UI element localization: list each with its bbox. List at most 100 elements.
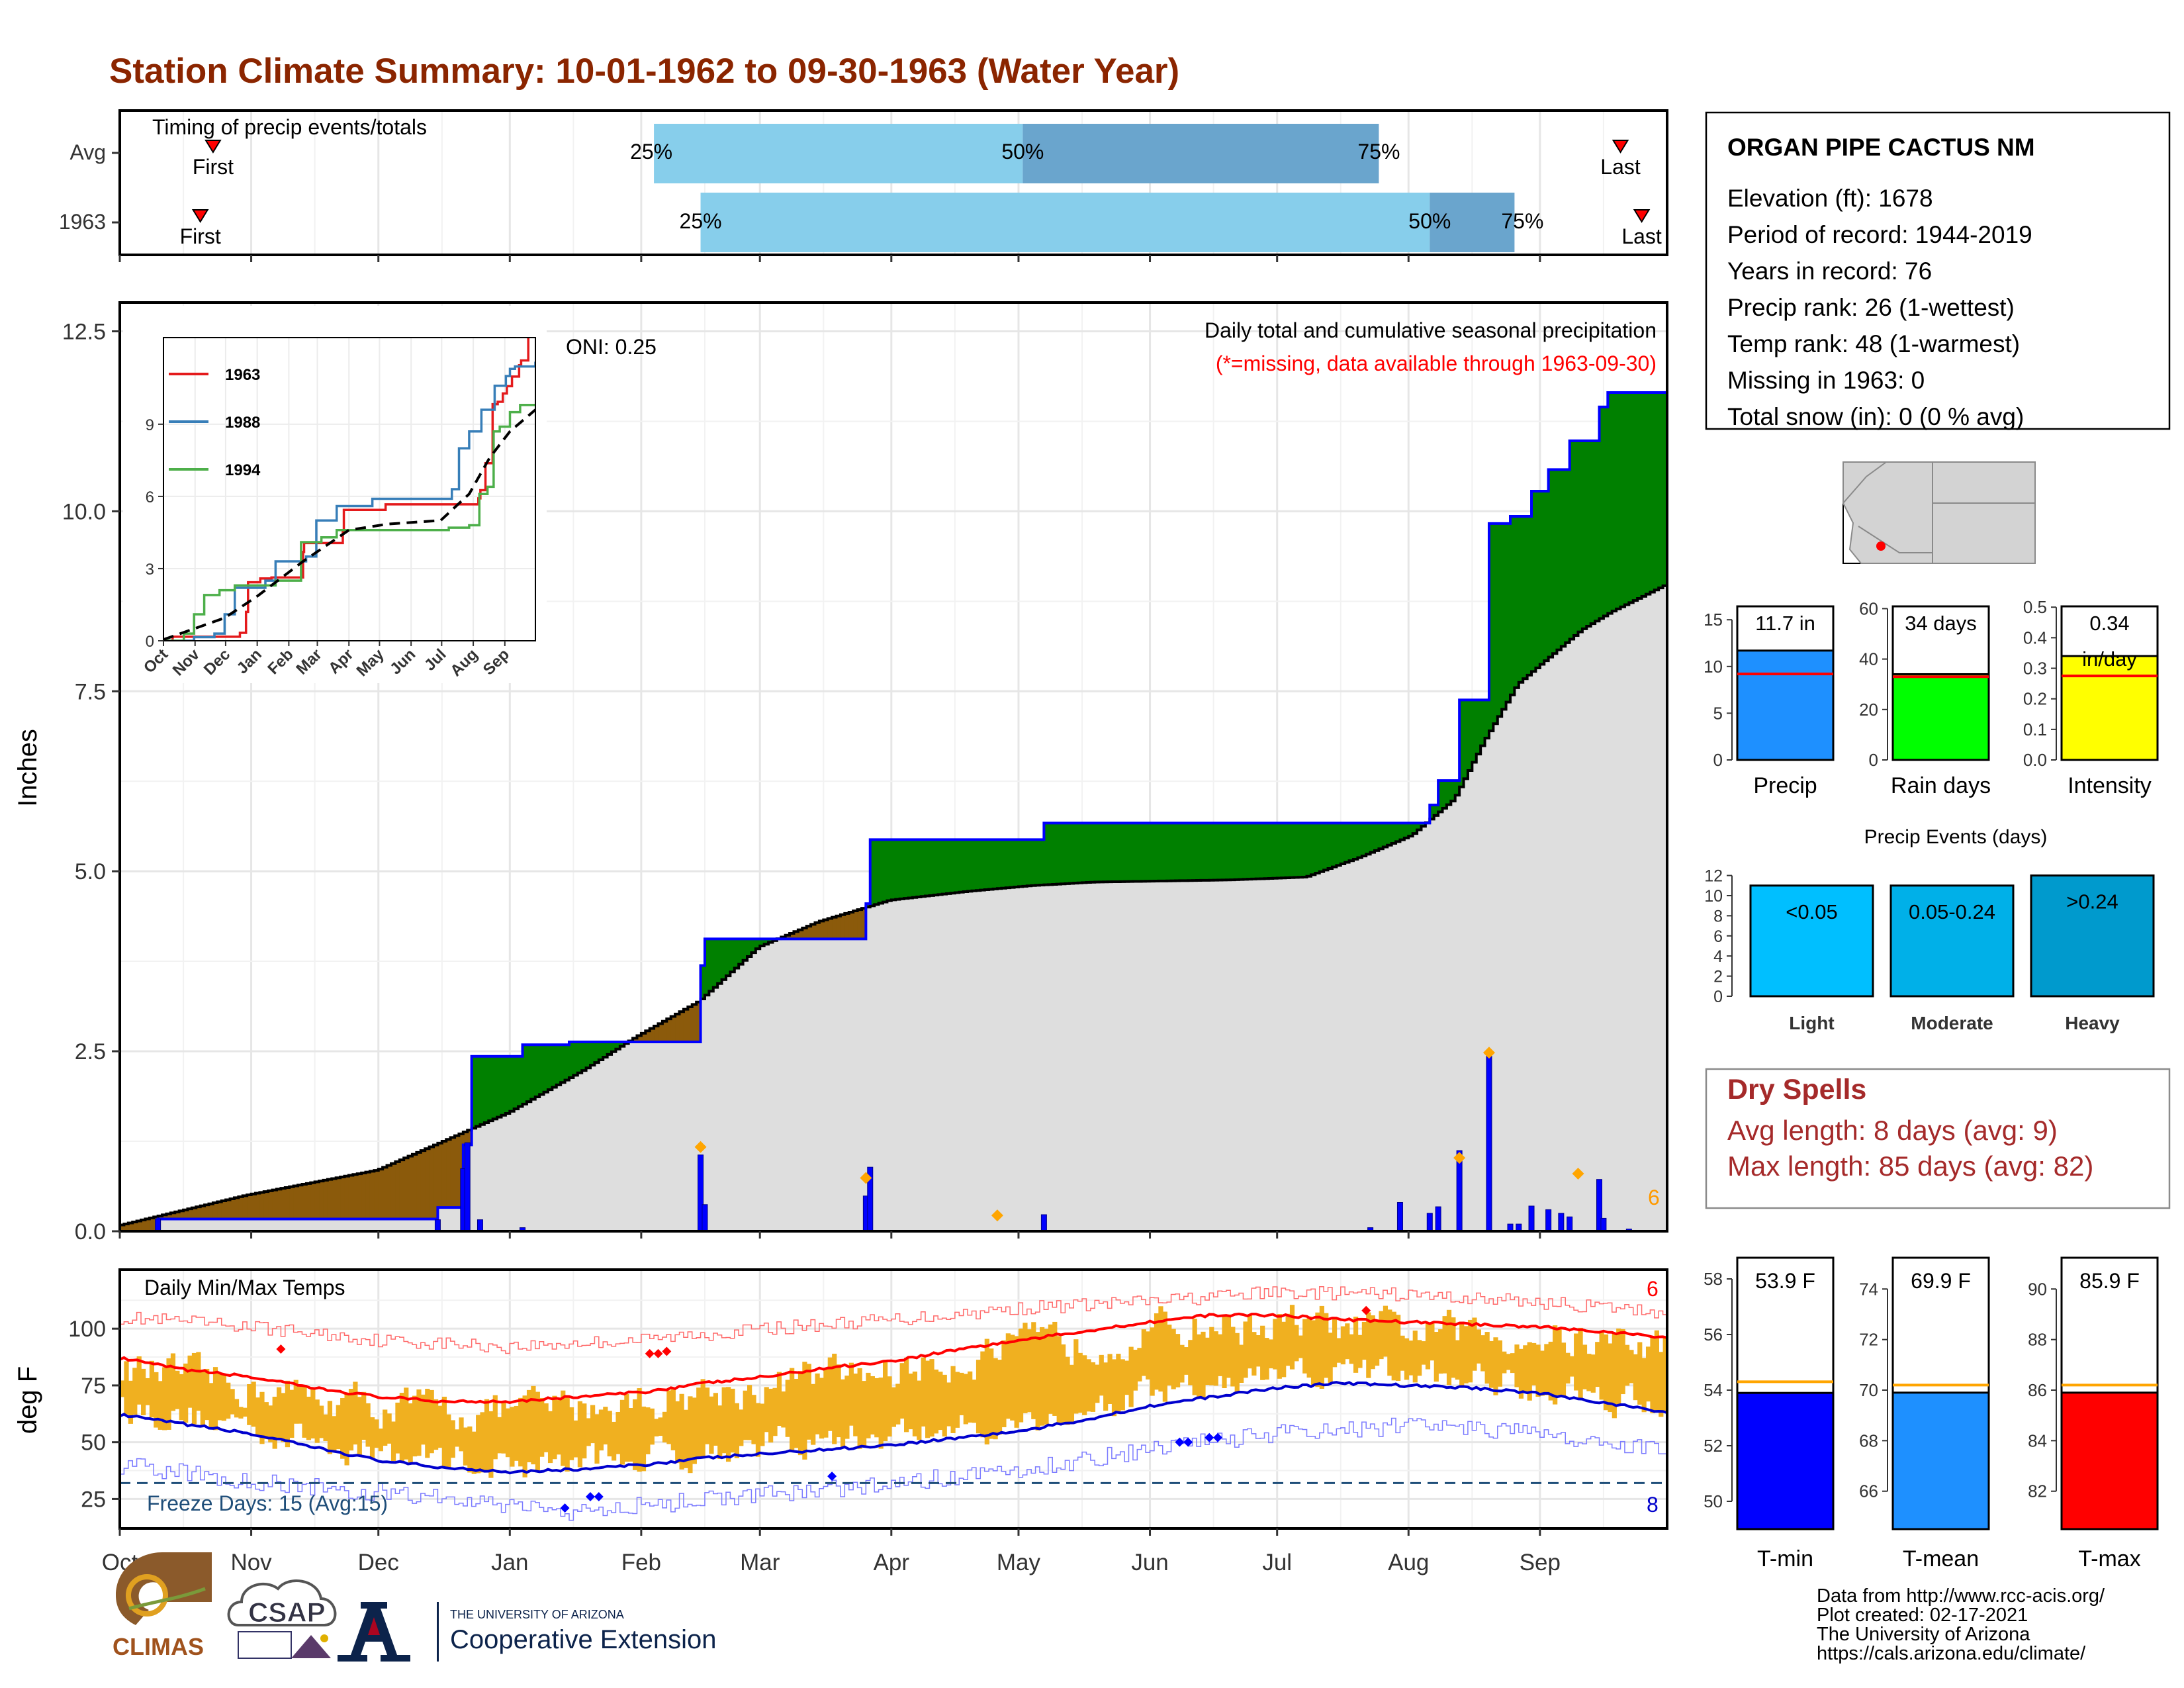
daily-temp-bar xyxy=(1476,1329,1481,1364)
below-avg-area xyxy=(212,1203,218,1219)
daily-temp-bar xyxy=(688,1396,693,1474)
daily-temp-bar xyxy=(272,1396,277,1449)
event-bar xyxy=(2030,874,2155,998)
above-avg-area xyxy=(1315,823,1320,874)
above-avg-area xyxy=(1010,839,1015,888)
above-avg-area xyxy=(1082,823,1087,883)
above-avg-area xyxy=(1069,823,1074,884)
above-avg-area xyxy=(539,1045,545,1095)
temp-summary-value-text: 53.9 F xyxy=(1755,1269,1815,1293)
daily-temp-bar xyxy=(912,1371,918,1436)
above-avg-area xyxy=(1590,440,1596,624)
daily-temp-bar xyxy=(463,1427,469,1466)
timing-bar-25-50 xyxy=(700,193,1430,252)
station-info-line: Temp rank: 48 (1-warmest) xyxy=(1727,330,2020,357)
above-avg-area xyxy=(1171,823,1176,881)
daily-temp-bar xyxy=(1370,1315,1375,1370)
summary-bars: 0 5 10 15 11.7 in Precip 0 20 40 60 34 days Rain da… xyxy=(1704,597,2159,798)
daily-temp-bar xyxy=(1340,1326,1345,1365)
above-avg-area xyxy=(730,939,735,972)
above-avg-area xyxy=(1412,823,1418,834)
below-avg-area xyxy=(263,1192,269,1219)
below-avg-area xyxy=(857,910,862,939)
precip-count-label: 6 xyxy=(1648,1186,1660,1209)
daily-temp-bar xyxy=(1188,1340,1193,1385)
temp-summary-t-mean: 66 68 70 72 74 69.9 F T-mean xyxy=(1859,1256,1990,1571)
month-label: Apr xyxy=(874,1550,910,1575)
above-avg-area xyxy=(1073,823,1079,884)
above-avg-area xyxy=(531,1045,536,1100)
below-avg-area xyxy=(785,935,790,939)
below-avg-area xyxy=(404,1158,409,1219)
below-avg-area xyxy=(446,1139,451,1208)
daily-temp-bar xyxy=(904,1357,909,1432)
below-avg-area xyxy=(141,1219,146,1231)
above-avg-area xyxy=(1349,823,1354,861)
above-avg-area xyxy=(1158,823,1163,881)
below-avg-area xyxy=(332,1178,337,1219)
daily-temp-bar xyxy=(637,1388,642,1472)
daily-temp-bar xyxy=(1162,1311,1167,1402)
daily-temp-bar xyxy=(383,1409,388,1446)
baseline-area xyxy=(120,585,1667,1231)
daily-temp-bar xyxy=(590,1405,596,1444)
above-avg-area xyxy=(1659,392,1664,588)
daily-temp-bar xyxy=(743,1390,748,1440)
month-label: Jun xyxy=(1131,1550,1168,1575)
daily-temp-bar xyxy=(760,1403,765,1446)
daily-temp-bar xyxy=(1150,1327,1155,1396)
location-map xyxy=(1843,461,2036,564)
above-avg-area xyxy=(1044,823,1049,885)
above-avg-area xyxy=(1603,406,1608,616)
daily-temp-bar xyxy=(128,1380,134,1424)
daily-temp-bar xyxy=(1086,1359,1091,1412)
daily-temp-bar xyxy=(933,1369,939,1434)
daily-temp-bar xyxy=(1548,1341,1553,1401)
above-avg-area xyxy=(1396,823,1401,842)
daily-temp-bar xyxy=(310,1387,316,1439)
daily-temp-bar xyxy=(1302,1319,1308,1374)
daily-temp-bar xyxy=(739,1409,744,1446)
daily-temp-bar xyxy=(1065,1356,1070,1425)
summary-bar-label: Rain days xyxy=(1891,773,1991,798)
above-avg-area xyxy=(1277,823,1282,878)
above-avg-area xyxy=(1527,516,1532,675)
station-info-line: Years in record: 76 xyxy=(1727,258,1932,285)
daily-temp-bar xyxy=(641,1406,647,1472)
daily-temp-bar xyxy=(1578,1327,1583,1399)
above-avg-area xyxy=(1535,491,1541,668)
daily-temp-bar xyxy=(755,1403,761,1457)
daily-temp-bar xyxy=(1010,1335,1015,1421)
below-avg-area xyxy=(844,913,850,939)
above-avg-area xyxy=(1430,805,1435,820)
daily-temp-bar xyxy=(1298,1335,1303,1358)
daily-temp-bar xyxy=(145,1378,150,1405)
daily-temp-bar xyxy=(1192,1319,1197,1395)
daily-temp-bar xyxy=(908,1374,913,1430)
above-avg-area xyxy=(1095,823,1100,882)
daily-temp-bar xyxy=(281,1393,286,1442)
daily-precip-bar xyxy=(1040,1214,1047,1231)
daily-temp-bar xyxy=(1497,1340,1502,1387)
record-precip-marker xyxy=(1572,1167,1584,1180)
daily-temp-bar xyxy=(1056,1336,1062,1423)
above-avg-area xyxy=(510,1056,515,1111)
station-name: ORGAN PIPE CACTUS NM xyxy=(1727,134,2035,161)
daily-temp-bar xyxy=(1539,1350,1545,1396)
daily-temp-bar xyxy=(1018,1329,1024,1423)
daily-temp-bar xyxy=(1391,1311,1396,1381)
above-avg-area xyxy=(569,1041,574,1078)
temp-summary-t-max: 82 84 86 88 90 85.9 F T-max xyxy=(2028,1256,2159,1571)
above-avg-area xyxy=(1624,392,1629,605)
temp-summary-y-tick-label: 52 xyxy=(1704,1436,1723,1456)
daily-precip-bar xyxy=(1426,1213,1433,1231)
daily-temp-bar xyxy=(1595,1342,1600,1387)
daily-precip-bar xyxy=(434,1219,441,1231)
daily-temp-bar xyxy=(319,1405,324,1438)
daily-temp-bar xyxy=(547,1411,553,1464)
above-avg-area xyxy=(1035,839,1040,886)
daily-temp-bar xyxy=(518,1397,523,1467)
above-avg-area xyxy=(1251,823,1257,879)
daily-temp-bar xyxy=(348,1388,354,1451)
